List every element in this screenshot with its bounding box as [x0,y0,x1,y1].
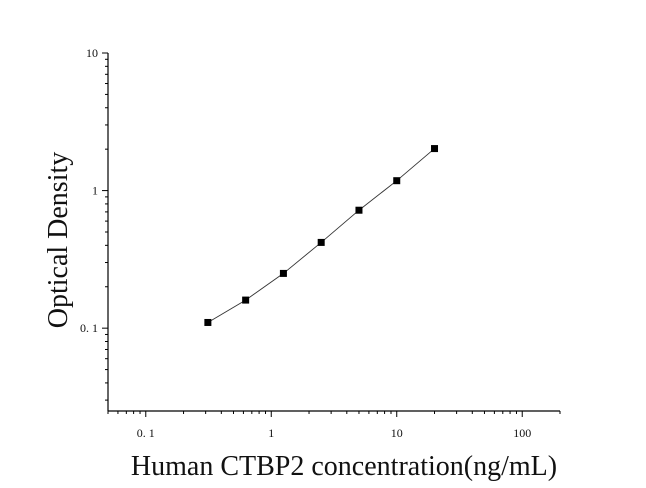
y-tick-label: 1 [92,184,98,198]
data-point [279,269,287,277]
data-point [317,238,325,246]
data-point [204,318,212,326]
y-axis-title: Optical Density [43,152,74,329]
x-tick-label: 0. 1 [137,426,155,440]
data-point [242,296,250,304]
y-tick-label: 10 [86,46,98,60]
data-point [431,145,439,153]
fit-curve [207,148,435,323]
data-point [393,177,401,185]
x-tick-label: 10 [391,426,403,440]
x-tick-label: 100 [513,426,531,440]
y-tick-label: 0. 1 [80,321,98,335]
data-point [355,206,363,214]
x-axis-title: Human CTBP2 concentration(ng/mL) [131,451,557,482]
x-tick-label: 1 [268,426,274,440]
